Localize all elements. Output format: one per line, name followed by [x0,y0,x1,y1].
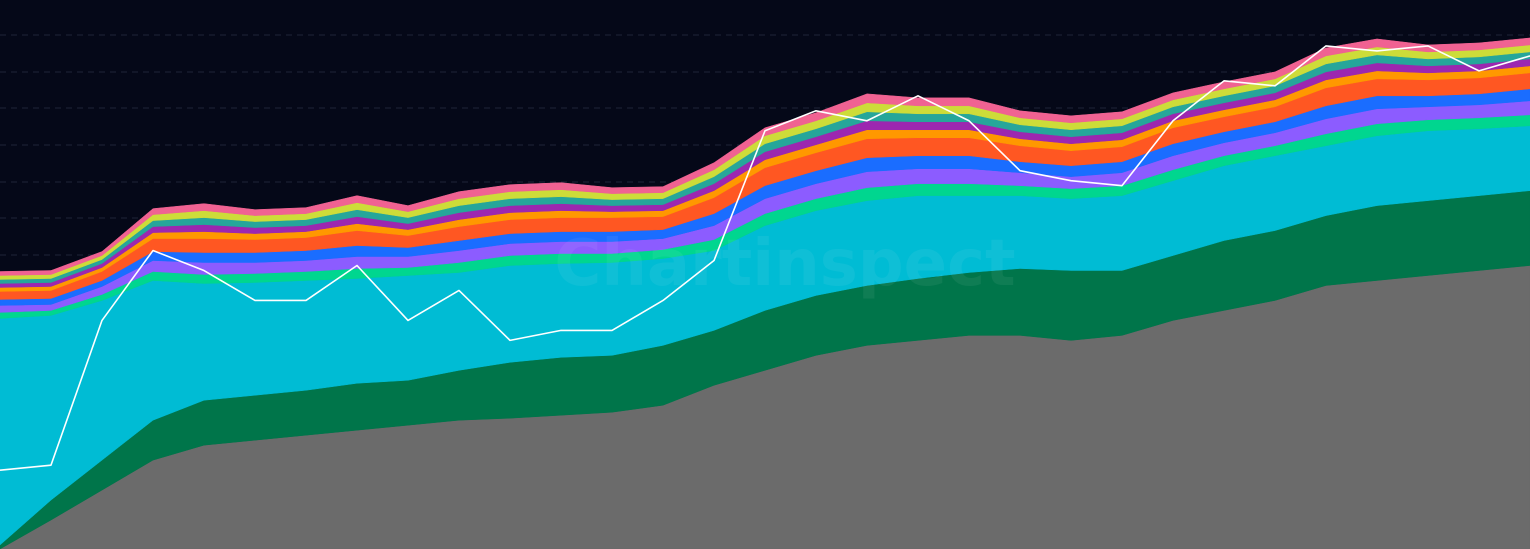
watermark: Chartinspect [554,227,1015,301]
areas [0,37,1530,549]
area-band [0,37,1530,276]
price-line [0,45,1530,471]
